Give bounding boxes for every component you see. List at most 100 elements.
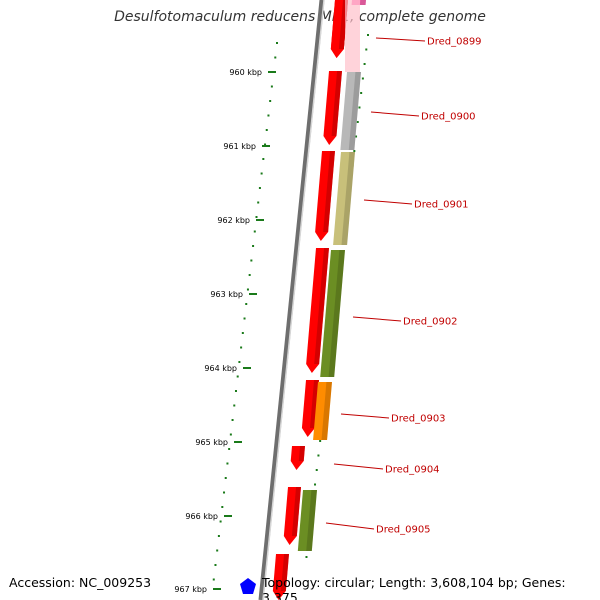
gene-label[interactable]: Dred_0904 xyxy=(385,465,440,476)
dot-right xyxy=(355,135,358,138)
gene-label[interactable]: Dred_0905 xyxy=(376,525,431,536)
dot-left xyxy=(269,100,272,102)
dot-left xyxy=(255,216,258,218)
cds-arrow xyxy=(283,487,301,545)
gene-leader-line xyxy=(352,316,402,322)
gene-block-body xyxy=(333,152,355,245)
dot-right xyxy=(358,106,361,109)
kbp-label: 961 kbp xyxy=(223,142,256,151)
dot-left xyxy=(245,303,248,305)
kbp-label: 965 kbp xyxy=(195,438,228,447)
cds-arrow-shade xyxy=(314,248,329,364)
dot-left xyxy=(240,346,243,349)
dot-left xyxy=(267,114,270,117)
backbone-highlight xyxy=(262,0,325,600)
dot-right xyxy=(365,48,368,51)
gene-block xyxy=(297,490,317,551)
gene-leader-line xyxy=(340,413,390,419)
gene-block-shade xyxy=(306,490,317,551)
dot-left xyxy=(264,143,267,146)
gene-leader-line xyxy=(363,199,413,205)
dot-right xyxy=(363,63,366,65)
dot-left xyxy=(241,332,244,334)
dot-left xyxy=(238,361,241,363)
gene-label[interactable]: Dred_0900 xyxy=(421,112,476,123)
gene-leader-line xyxy=(370,111,420,117)
dot-left xyxy=(228,448,231,450)
gene-track xyxy=(297,0,366,551)
gene-block xyxy=(313,382,332,440)
gene-block-shade xyxy=(341,152,355,245)
dot-left xyxy=(258,187,261,189)
dot-left xyxy=(231,419,234,421)
dot-left xyxy=(236,375,239,378)
gene-block-shade xyxy=(348,72,361,150)
kbp-label: 962 kbp xyxy=(217,216,250,225)
kbp-label: 963 kbp xyxy=(210,290,243,299)
dot-right xyxy=(361,77,364,80)
dot-right xyxy=(360,92,363,94)
gene-block-0899-light xyxy=(345,0,360,72)
dot-left xyxy=(216,549,219,552)
dot-left xyxy=(265,129,268,131)
dot-right xyxy=(319,440,322,442)
topology-text: Topology: circular; Length: 3,608,104 bp… xyxy=(262,575,566,600)
gene-labels: Dred_0899 Dred_0900 Dred_0901 Dred_0902 Dred… xyxy=(325,37,482,536)
cds-arrow-shade xyxy=(291,487,301,536)
gene-leader-line xyxy=(325,522,375,530)
gene-label[interactable]: Dred_0901 xyxy=(414,200,469,211)
cds-arrow xyxy=(272,554,289,600)
dot-left xyxy=(274,56,277,59)
dot-left xyxy=(234,390,237,392)
dot-right xyxy=(315,469,318,471)
dot-left xyxy=(260,172,263,175)
gene-block xyxy=(333,152,355,245)
gene-block-shade xyxy=(359,0,366,5)
accession-text: Accession: NC_009253 xyxy=(9,575,152,590)
dot-left xyxy=(226,462,229,465)
gene-leader-line xyxy=(375,37,426,42)
nav-marker-layer xyxy=(240,578,256,594)
kbp-label: 964 kbp xyxy=(204,364,237,373)
gene-block xyxy=(340,72,361,150)
dot-left xyxy=(219,520,222,523)
gene-label[interactable]: Dred_0903 xyxy=(391,414,446,425)
genome-title: Desulfotomaculum reducens MI-1, complete… xyxy=(114,9,486,25)
kbp-ruler: 960 kbp 961 kbp 962 kbp 963 kbp 964 kbp 965 k… xyxy=(174,68,276,594)
dot-left xyxy=(250,259,253,262)
cds-arrow xyxy=(306,248,329,373)
dot-left xyxy=(229,433,232,436)
dot-right xyxy=(314,483,317,486)
gene-block-shade xyxy=(321,382,332,440)
dot-left xyxy=(217,535,220,537)
dot-left xyxy=(252,245,255,247)
gene-block-body xyxy=(297,490,317,551)
cds-arrow-shade xyxy=(331,71,342,136)
dot-left xyxy=(221,506,224,508)
kbp-label: 966 kbp xyxy=(185,512,218,521)
cds-arrow-shade xyxy=(298,446,305,461)
dot-left xyxy=(243,317,246,320)
backbone xyxy=(258,0,325,600)
pentagon-icon[interactable] xyxy=(240,578,256,594)
backbone-line xyxy=(258,0,325,600)
gene-block xyxy=(320,250,345,377)
cds-arrow-shade xyxy=(280,554,289,591)
dot-left xyxy=(224,477,227,479)
dot-left xyxy=(233,404,236,407)
cds-arrow-shade xyxy=(309,380,319,428)
cds-arrow xyxy=(323,71,342,145)
dot-right xyxy=(317,454,320,457)
gene-label[interactable]: Dred_0902 xyxy=(403,317,458,328)
cds-arrow xyxy=(290,446,305,470)
kbp-label: 967 kbp xyxy=(174,585,207,594)
dot-left xyxy=(246,288,249,291)
dot-left xyxy=(257,201,260,204)
gene-block-body xyxy=(340,72,361,150)
kbp-label: 960 kbp xyxy=(229,68,262,77)
gene-label[interactable]: Dred_0899 xyxy=(427,37,482,48)
gene-leader-line xyxy=(333,463,384,470)
cds-track xyxy=(272,0,348,600)
gene-block-body xyxy=(313,382,332,440)
